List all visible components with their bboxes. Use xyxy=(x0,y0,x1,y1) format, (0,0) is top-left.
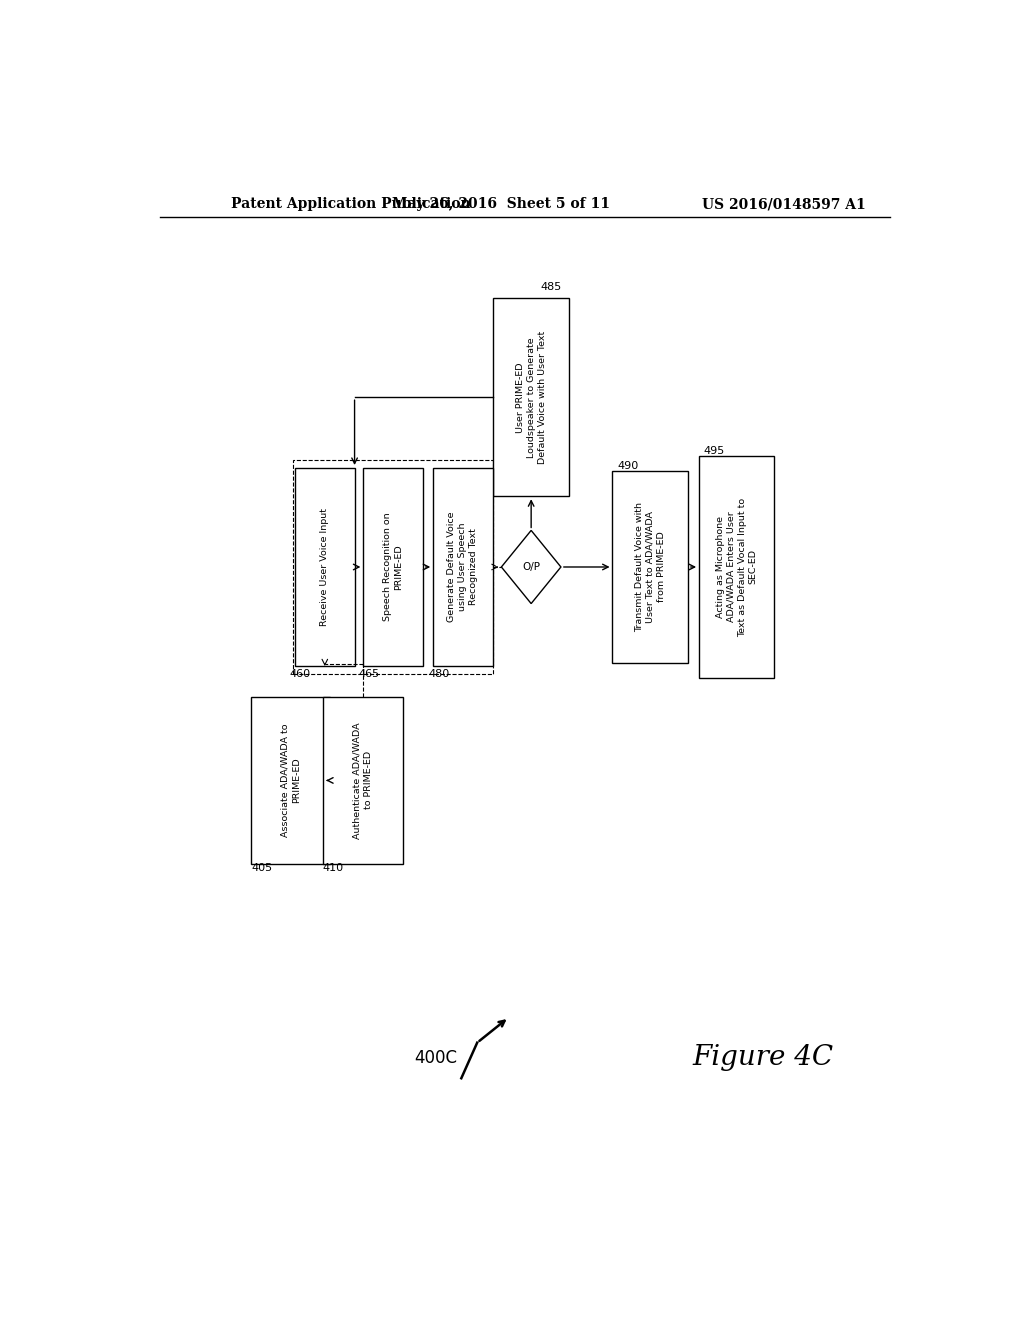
Text: O/P: O/P xyxy=(522,562,540,572)
Text: 405: 405 xyxy=(251,863,272,873)
Bar xyxy=(494,298,569,496)
Text: 400C: 400C xyxy=(415,1049,458,1067)
Bar xyxy=(251,697,331,865)
Text: User PRIME-ED
Loudspeaker to Generate
Default Voice with User Text: User PRIME-ED Loudspeaker to Generate De… xyxy=(515,330,547,463)
Text: Figure 4C: Figure 4C xyxy=(692,1044,834,1072)
Text: Patent Application Publication: Patent Application Publication xyxy=(231,197,471,211)
Text: Associate ADA/WADA to
PRIME-ED: Associate ADA/WADA to PRIME-ED xyxy=(281,723,301,837)
Text: 495: 495 xyxy=(703,446,725,457)
Text: 490: 490 xyxy=(617,462,639,471)
Bar xyxy=(295,467,354,667)
Text: 460: 460 xyxy=(289,669,310,678)
Text: 465: 465 xyxy=(358,669,379,678)
Text: Acting as Microphone
ADA/WADA Enters User
Text as Default Vocal Input to
SEC-ED: Acting as Microphone ADA/WADA Enters Use… xyxy=(716,498,758,636)
Text: 485: 485 xyxy=(541,282,562,293)
Bar xyxy=(699,457,774,677)
Text: Transmit Default Voice with
User Text to ADA/WADA
from PRIME-ED: Transmit Default Voice with User Text to… xyxy=(635,502,666,632)
Text: Authenticate ADA/WADA
to PRIME-ED: Authenticate ADA/WADA to PRIME-ED xyxy=(353,722,373,838)
Text: Receive User Voice Input: Receive User Voice Input xyxy=(321,508,330,626)
Text: US 2016/0148597 A1: US 2016/0148597 A1 xyxy=(702,197,866,211)
Text: Generate Default Voice
using User Speech
Recognized Text: Generate Default Voice using User Speech… xyxy=(447,512,478,622)
Bar xyxy=(364,467,423,667)
Bar xyxy=(324,697,402,865)
Polygon shape xyxy=(502,531,561,603)
Text: May 26, 2016  Sheet 5 of 11: May 26, 2016 Sheet 5 of 11 xyxy=(392,197,610,211)
Bar xyxy=(293,461,494,673)
Bar xyxy=(612,471,688,663)
Text: 480: 480 xyxy=(428,669,450,678)
Text: 410: 410 xyxy=(323,863,344,873)
Bar xyxy=(433,467,493,667)
Text: Speech Recognition on
PRIME-ED: Speech Recognition on PRIME-ED xyxy=(383,512,403,622)
